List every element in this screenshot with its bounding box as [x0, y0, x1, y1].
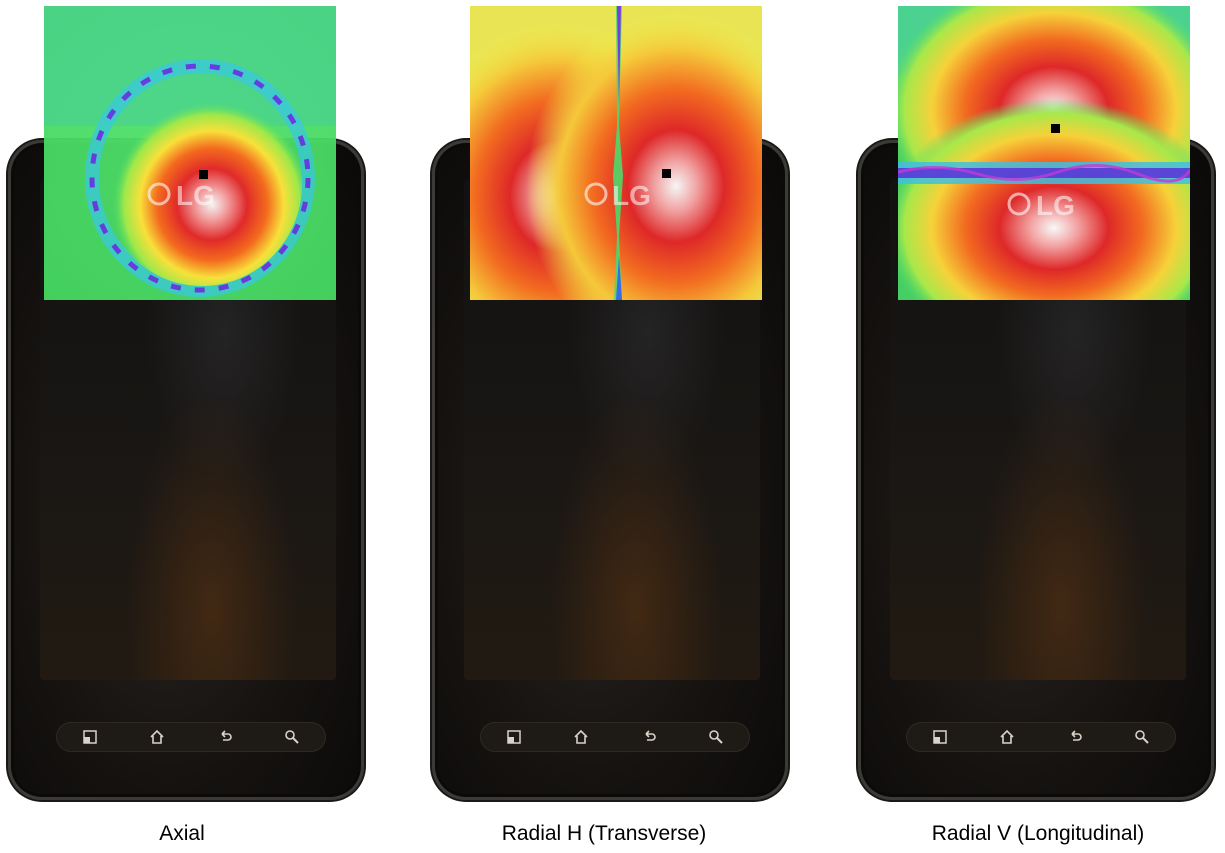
- recent-apps-icon: [506, 729, 522, 745]
- recent-apps-icon: [82, 729, 98, 745]
- probe-marker: [1051, 124, 1060, 133]
- probe-marker: [662, 169, 671, 178]
- caption-radial-h: Radial H (Transverse): [501, 822, 707, 845]
- lg-logo: LG: [612, 180, 651, 211]
- caption-radial-v: Radial V (Longitudinal): [931, 822, 1145, 845]
- lg-logo: LG: [176, 180, 215, 211]
- home-icon: [149, 729, 165, 745]
- caption-axial: Axial: [159, 822, 205, 845]
- search-icon: [284, 729, 300, 745]
- field-heatmap-radial-v: LG: [898, 6, 1190, 300]
- phone-nav-bar: [56, 722, 326, 752]
- panel-axial: LG Axial: [0, 0, 400, 853]
- phone-nav-bar: [906, 722, 1176, 752]
- field-heatmap-axial: LG: [44, 6, 336, 300]
- home-icon: [573, 729, 589, 745]
- panel-radial-h: LG Radial H (Transverse): [412, 0, 812, 853]
- lg-logo: LG: [1036, 190, 1075, 221]
- phone-nav-bar: [480, 722, 750, 752]
- back-icon: [641, 729, 657, 745]
- search-icon: [708, 729, 724, 745]
- panel-radial-v: LG Radial V (Longitudinal): [838, 0, 1225, 853]
- recent-apps-icon: [932, 729, 948, 745]
- back-icon: [1067, 729, 1083, 745]
- search-icon: [1134, 729, 1150, 745]
- field-heatmap-radial-h: LG: [470, 6, 762, 300]
- probe-marker: [199, 170, 208, 179]
- home-icon: [999, 729, 1015, 745]
- back-icon: [217, 729, 233, 745]
